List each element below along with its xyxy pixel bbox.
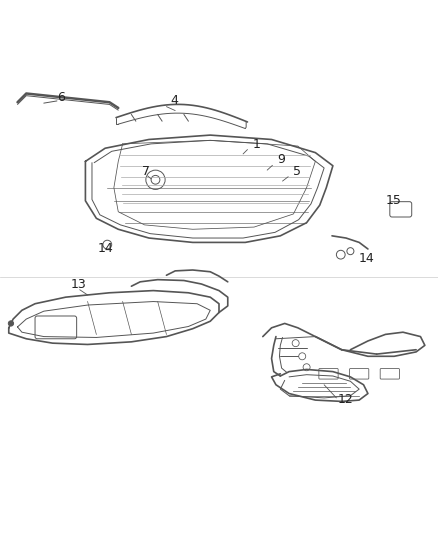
Text: 12: 12 (337, 393, 353, 406)
Text: 4: 4 (171, 94, 179, 108)
Text: 7: 7 (142, 165, 150, 177)
FancyBboxPatch shape (350, 368, 369, 379)
FancyBboxPatch shape (380, 368, 399, 379)
Text: 5: 5 (293, 165, 300, 177)
Text: 9: 9 (277, 153, 285, 166)
FancyBboxPatch shape (390, 201, 412, 217)
Text: 13: 13 (71, 278, 87, 292)
Circle shape (8, 321, 14, 326)
Text: 1: 1 (253, 138, 261, 151)
Text: 6: 6 (57, 91, 65, 104)
FancyBboxPatch shape (319, 368, 338, 379)
Text: 14: 14 (97, 241, 113, 255)
Text: 15: 15 (385, 194, 401, 207)
Text: 14: 14 (359, 252, 375, 265)
FancyBboxPatch shape (35, 316, 77, 339)
